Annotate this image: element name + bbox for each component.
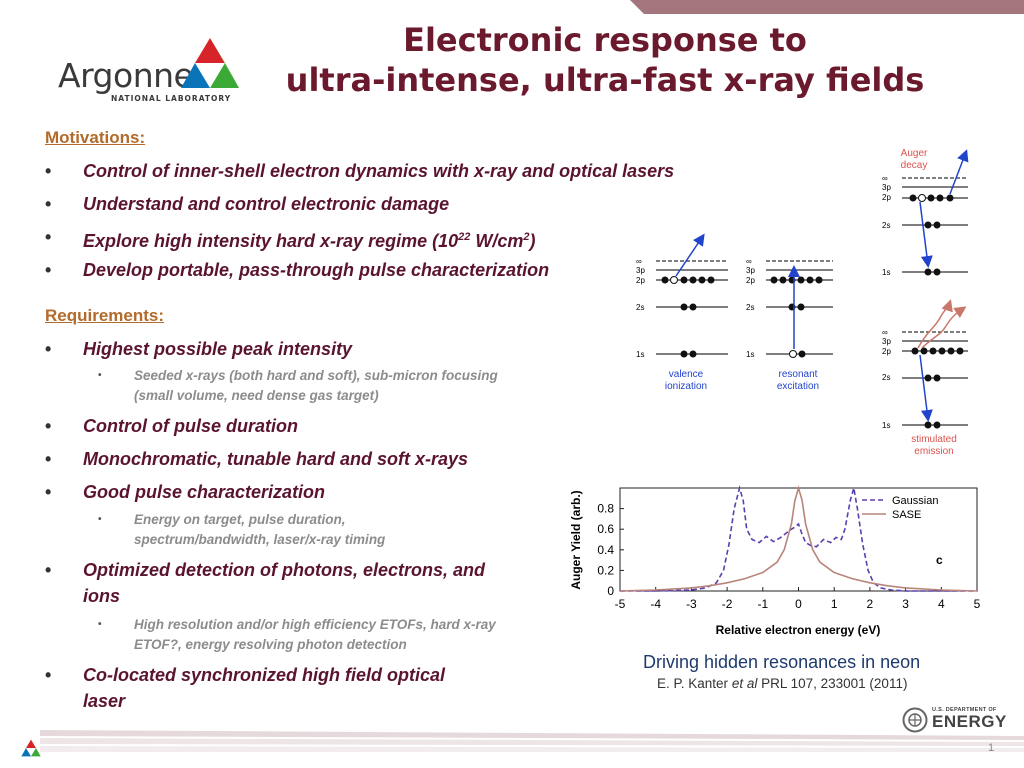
- bullet: •: [45, 665, 52, 685]
- legend-sase: SASE: [892, 509, 921, 521]
- energy-level-diagram: ∞ 3p 2p 2s 1s valence ionization ∞ 3p 2p…: [636, 148, 969, 457]
- legend-gaussian: Gaussian: [892, 495, 938, 507]
- y-tick-label: 0.8: [597, 502, 614, 516]
- motivations-heading: Motivations:: [45, 128, 146, 147]
- panel-stimulated-emission: ∞ 3p 2p 2s 1s stimulated emission: [882, 299, 968, 457]
- svg-text:2p: 2p: [746, 276, 755, 285]
- svg-text:decay: decay: [901, 160, 928, 171]
- svg-text:2p: 2p: [882, 347, 891, 356]
- y-ticks: 0 0.2 0.4 0.6 0.8: [597, 502, 624, 598]
- top-decor-bar: [630, 0, 1024, 14]
- svg-text:3p: 3p: [882, 183, 891, 192]
- legend: Gaussian SASE: [862, 495, 938, 521]
- x-tick-label: 5: [974, 597, 981, 611]
- svg-text:3p: 3p: [636, 266, 645, 275]
- svg-text:3p: 3p: [746, 266, 755, 275]
- bullet: •: [45, 482, 52, 502]
- svg-text:excitation: excitation: [777, 381, 819, 392]
- panel-resonant-excitation: ∞ 3p 2p 2s 1s resonant excitation: [746, 257, 833, 392]
- citation: E. P. Kanter et al PRL 107, 233001 (2011…: [657, 676, 908, 691]
- bullet: •: [45, 227, 52, 247]
- slide-title: Electronic response to ultra-intense, ul…: [250, 20, 960, 100]
- figure-caption: Driving hidden resonances in neon: [643, 652, 921, 672]
- x-tick-label: -1: [757, 597, 768, 611]
- x-tick-label: -5: [615, 597, 626, 611]
- y-tick-label: 0: [607, 584, 614, 598]
- x-tick-label: -3: [686, 597, 697, 611]
- svg-text:resonant: resonant: [779, 369, 818, 380]
- x-tick-label: -4: [650, 597, 661, 611]
- x-tick-label: -2: [722, 597, 733, 611]
- y-tick-label: 0.6: [597, 522, 614, 536]
- series-lines: [619, 484, 978, 592]
- doe-logo: U.S. DEPARTMENT OF ENERGY: [902, 707, 1006, 733]
- x-tick-label: 4: [938, 597, 945, 611]
- bullet: •: [45, 449, 52, 469]
- argonne-triangle-icon: [181, 38, 239, 88]
- svg-text:2s: 2s: [636, 303, 644, 312]
- x-tick-label: 1: [831, 597, 838, 611]
- logo-subtitle: NATIONAL LABORATORY: [111, 94, 232, 103]
- sub-bullet: •: [98, 514, 102, 525]
- bullet: •: [45, 560, 52, 580]
- bottom-decor: [40, 730, 1024, 752]
- svg-text:ionization: ionization: [665, 381, 707, 392]
- y-tick-label: 0.4: [597, 543, 614, 557]
- bullet: •: [45, 161, 52, 181]
- sub-bullet: •: [98, 619, 102, 630]
- svg-text:∞: ∞: [746, 257, 752, 266]
- bullet: •: [45, 416, 52, 436]
- y-axis-label: Auger Yield (arb.): [569, 490, 583, 589]
- x-ticks: -5 -4 -3 -2 -1 0 1 2 3 4 5: [615, 587, 981, 611]
- doe-seal-icon: [902, 707, 928, 733]
- svg-text:1s: 1s: [746, 350, 754, 359]
- svg-text:2p: 2p: [882, 193, 891, 202]
- svg-text:∞: ∞: [882, 328, 888, 337]
- svg-text:2p: 2p: [636, 276, 645, 285]
- logo-wordmark: Argonne: [58, 56, 194, 95]
- series-line-sase: [619, 485, 978, 592]
- svg-text:2s: 2s: [882, 221, 890, 230]
- svg-text:emission: emission: [914, 446, 953, 457]
- svg-text:Auger: Auger: [901, 148, 928, 159]
- svg-text:valence: valence: [669, 369, 704, 380]
- auger-yield-chart: 0 0.2 0.4 0.6 0.8 -5 -4 -3 -2 -1 0 1 2 3 4 5 Auger Yie…: [569, 484, 981, 637]
- panel-letter: c: [936, 553, 943, 567]
- x-tick-label: 3: [902, 597, 909, 611]
- svg-text:3p: 3p: [882, 337, 891, 346]
- svg-text:1s: 1s: [882, 268, 890, 277]
- title-line-1: Electronic response to: [403, 21, 807, 59]
- page-number: 1: [988, 742, 995, 754]
- argonne-logo: Argonne NATIONAL LABORATORY: [58, 36, 239, 108]
- svg-text:∞: ∞: [636, 257, 642, 266]
- svg-text:2s: 2s: [882, 373, 890, 382]
- y-tick-label: 0.2: [597, 563, 614, 577]
- title-line-2: ultra-intense, ultra-fast x-ray fields: [285, 61, 925, 99]
- panel-valence-ionization: ∞ 3p 2p 2s 1s valence ionization: [636, 233, 728, 392]
- bullet: •: [45, 194, 52, 214]
- x-tick-label: 2: [867, 597, 874, 611]
- panel-auger-decay: Auger decay ∞ 3p 2p 2s 1s: [882, 148, 969, 277]
- series-line-gaussian: [620, 484, 977, 592]
- svg-text:1s: 1s: [882, 421, 890, 430]
- bullet: •: [45, 339, 52, 359]
- svg-text:stimulated: stimulated: [911, 434, 957, 445]
- x-axis-label: Relative electron energy (eV): [716, 623, 881, 637]
- bullet: •: [45, 260, 52, 280]
- argonne-small-triangle-icon: [21, 739, 41, 757]
- sub-bullet: •: [98, 370, 102, 381]
- x-tick-label: 0: [795, 597, 802, 611]
- svg-text:1s: 1s: [636, 350, 644, 359]
- doe-top-text: U.S. DEPARTMENT OF: [932, 707, 997, 713]
- doe-word: ENERGY: [932, 712, 1007, 731]
- requirements-heading: Requirements:: [45, 306, 165, 325]
- svg-text:2s: 2s: [746, 303, 754, 312]
- svg-text:∞: ∞: [882, 174, 888, 183]
